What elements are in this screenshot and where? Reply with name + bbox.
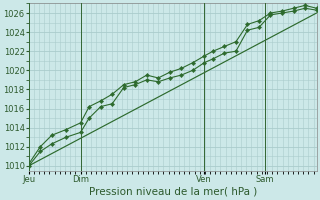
X-axis label: Pression niveau de la mer( hPa ): Pression niveau de la mer( hPa ) [89,187,257,197]
